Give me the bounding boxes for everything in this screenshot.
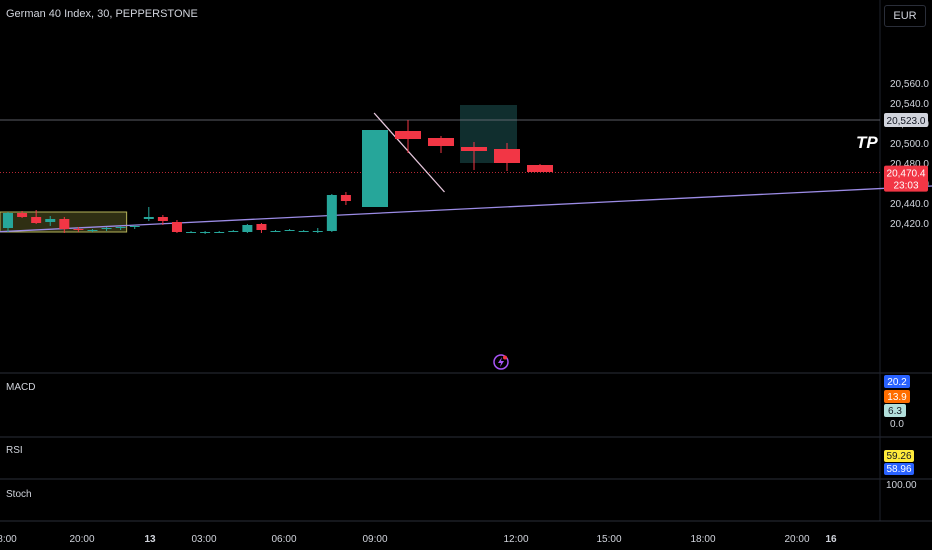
y-tick-label: 20,440.0 bbox=[890, 199, 929, 210]
candle-body[interactable] bbox=[101, 228, 112, 229]
rsi-label: RSI bbox=[6, 445, 23, 456]
rsi-value-1: 59.26 bbox=[886, 451, 911, 462]
candle-body[interactable] bbox=[461, 147, 487, 151]
candle-body[interactable] bbox=[3, 213, 13, 228]
x-tick-label: 15:00 bbox=[596, 534, 621, 545]
candle-body[interactable] bbox=[228, 231, 239, 232]
tp-label: TP bbox=[856, 133, 878, 152]
rsi-value-1-bg bbox=[884, 450, 914, 462]
candle-body[interactable] bbox=[494, 149, 520, 163]
candle-body[interactable] bbox=[31, 217, 42, 223]
macd-value-3-bg bbox=[884, 404, 906, 417]
x-tick-label: 03:00 bbox=[191, 534, 216, 545]
last-price-badge: 20,470.4 bbox=[887, 169, 926, 180]
macd-label: MACD bbox=[6, 382, 36, 393]
candle-body[interactable] bbox=[395, 131, 421, 139]
candle-body[interactable] bbox=[527, 165, 553, 172]
candle-body[interactable] bbox=[312, 231, 323, 232]
stoch-tick: 100.00 bbox=[886, 480, 917, 491]
candle-body[interactable] bbox=[298, 231, 309, 232]
macd-zero-tick: 0.0 bbox=[890, 419, 904, 430]
x-tick-label: 18:00 bbox=[690, 534, 715, 545]
y-tick-label: 20,560.0 bbox=[890, 79, 929, 90]
candle-body[interactable] bbox=[340, 195, 351, 201]
candle-body[interactable] bbox=[186, 232, 197, 233]
y-tick-label: 20,480.0 bbox=[890, 159, 929, 170]
candle-body[interactable] bbox=[143, 217, 154, 219]
candle-body[interactable] bbox=[326, 195, 337, 231]
macd-value-1: 20.2 bbox=[887, 377, 907, 388]
x-tick-label: 16 bbox=[825, 534, 837, 545]
y-tick-label: 20,420.0 bbox=[890, 219, 929, 230]
macd-value-2: 13.9 bbox=[887, 392, 907, 403]
x-tick-label: 20:00 bbox=[784, 534, 809, 545]
macd-value-3: 6.3 bbox=[888, 406, 902, 417]
level-price-badge: 20,523.0 bbox=[887, 116, 926, 127]
countdown-badge: 23:03 bbox=[893, 181, 918, 192]
x-tick-label: 12:00 bbox=[503, 534, 528, 545]
descending-trendline[interactable] bbox=[373, 112, 445, 193]
candle-body[interactable] bbox=[73, 229, 84, 230]
candle-body[interactable] bbox=[45, 219, 56, 222]
candle-body[interactable] bbox=[362, 130, 388, 207]
symbol-title: German 40 Index, 30, PEPPERSTONE bbox=[6, 8, 198, 20]
candle-body[interactable] bbox=[242, 225, 253, 232]
rsi-value-2: 58.96 bbox=[886, 464, 911, 475]
candle-body[interactable] bbox=[200, 232, 211, 233]
candle-body[interactable] bbox=[59, 219, 70, 229]
x-tick-label: 06:00 bbox=[271, 534, 296, 545]
candle-body[interactable] bbox=[214, 232, 225, 233]
candle-body[interactable] bbox=[256, 224, 267, 230]
candle-body[interactable] bbox=[284, 230, 295, 231]
candle-body[interactable] bbox=[428, 138, 454, 146]
candle-body[interactable] bbox=[17, 213, 28, 217]
stoch-label: Stoch bbox=[6, 489, 32, 500]
x-tick-label: 13 bbox=[144, 534, 156, 545]
lightning-bolt-icon[interactable] bbox=[493, 354, 509, 370]
macd-value-2-bg bbox=[884, 390, 910, 403]
candle-body[interactable] bbox=[87, 230, 98, 231]
candle-body[interactable] bbox=[157, 217, 168, 221]
candle-body[interactable] bbox=[171, 222, 182, 232]
level-price-badge-bg bbox=[884, 113, 928, 127]
rsi-value-2-bg bbox=[884, 463, 914, 475]
last-price-badge-bg bbox=[884, 165, 928, 192]
x-tick-label: 8:00 bbox=[0, 534, 17, 545]
candle-body[interactable] bbox=[129, 226, 140, 227]
ascending-trendline[interactable] bbox=[0, 183, 932, 233]
candle-body[interactable] bbox=[270, 231, 281, 232]
macd-value-1-bg bbox=[884, 375, 910, 388]
x-tick-label: 09:00 bbox=[362, 534, 387, 545]
currency-button[interactable]: EUR bbox=[884, 5, 926, 27]
y-tick-label: 20,500.0 bbox=[890, 139, 929, 150]
x-tick-label: 20:00 bbox=[69, 534, 94, 545]
y-tick-label: 20,540.0 bbox=[890, 99, 929, 110]
candle-body[interactable] bbox=[115, 227, 126, 228]
